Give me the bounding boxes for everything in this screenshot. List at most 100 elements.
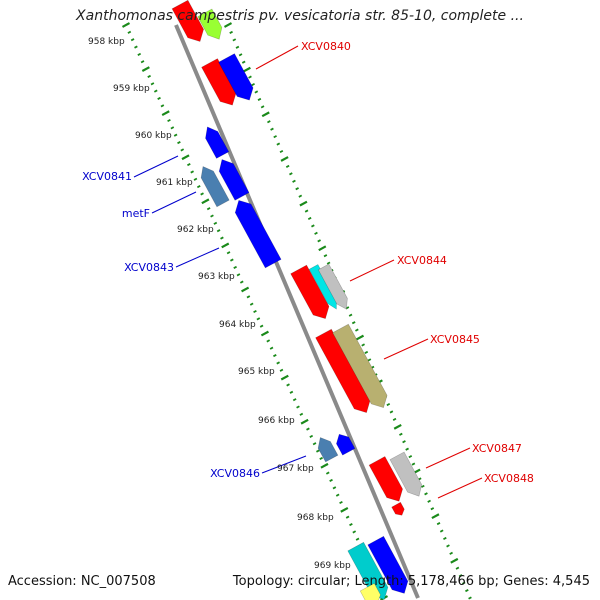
minor-tick xyxy=(220,236,224,240)
minor-tick xyxy=(364,350,369,354)
minor-tick xyxy=(160,104,165,108)
gene-xcv0845-red[interactable] xyxy=(315,328,371,413)
minor-tick xyxy=(213,221,218,225)
minor-tick xyxy=(348,313,353,317)
minor-tick xyxy=(352,530,357,534)
minor-tick xyxy=(309,434,314,438)
minor-tick xyxy=(276,361,280,365)
gene-xcv0844-red[interactable] xyxy=(290,264,330,319)
kbp-label: 965 kbp xyxy=(238,367,275,377)
major-tick xyxy=(280,374,289,381)
major-tick xyxy=(431,513,440,520)
leader-xcv0843 xyxy=(175,247,220,268)
minor-tick xyxy=(295,187,299,191)
minor-tick xyxy=(319,456,323,460)
minor-tick xyxy=(216,229,221,233)
kbp-label: 960 kbp xyxy=(135,131,172,141)
minor-tick xyxy=(311,224,315,228)
gene-xcv0844-gray[interactable] xyxy=(317,263,348,310)
minor-tick xyxy=(299,412,304,416)
major-tick xyxy=(300,418,309,425)
gene-label-xcv0844[interactable]: XCV0844 xyxy=(397,254,447,267)
gene-label-xcv0840[interactable]: XCV0840 xyxy=(301,40,351,53)
minor-tick xyxy=(246,295,251,299)
minor-tick xyxy=(196,185,201,189)
gene-xcv0848[interactable] xyxy=(391,501,405,516)
minor-tick xyxy=(249,302,254,306)
gene-xcv0843[interactable] xyxy=(234,200,282,269)
gene-label-xcv0847[interactable]: XCV0847 xyxy=(472,442,522,455)
kbp-label: 962 kbp xyxy=(177,225,214,235)
minor-tick xyxy=(367,358,372,362)
minor-tick xyxy=(229,30,233,34)
gene-label-xcv0843[interactable]: XCV0843 xyxy=(124,261,174,274)
minor-tick xyxy=(285,164,290,168)
minor-tick xyxy=(298,194,303,198)
gene-forward-blue[interactable] xyxy=(218,53,254,101)
minor-tick xyxy=(177,140,181,145)
minor-tick xyxy=(436,522,441,526)
leader-xcv0848 xyxy=(437,477,483,499)
minor-tick xyxy=(137,52,142,56)
gene-label-xcv0845[interactable]: XCV0845 xyxy=(430,333,480,346)
gene-metf[interactable] xyxy=(218,159,250,201)
kbp-label: 963 kbp xyxy=(198,272,235,282)
major-tick xyxy=(221,242,230,249)
gene-xcv0847-gray[interactable] xyxy=(389,451,423,497)
minor-tick xyxy=(465,589,469,593)
minor-tick xyxy=(140,60,145,64)
gene-xcv0841[interactable] xyxy=(200,166,230,208)
minor-tick xyxy=(239,280,244,284)
gene-forward-top[interactable] xyxy=(171,0,204,42)
gene-xcv0840[interactable] xyxy=(201,58,237,106)
minor-tick xyxy=(210,214,214,218)
minor-tick xyxy=(317,239,321,243)
kbp-label: 967 kbp xyxy=(277,464,314,474)
minor-tick xyxy=(314,231,318,235)
minor-tick xyxy=(276,142,281,146)
minor-tick xyxy=(316,449,320,453)
gene-label-xcv0841[interactable]: XCV0841 xyxy=(82,170,132,183)
major-tick xyxy=(450,557,459,564)
minor-tick xyxy=(455,566,460,570)
minor-tick xyxy=(349,522,353,527)
gene-label-xcv0848[interactable]: XCV0848 xyxy=(484,472,534,485)
gene-forward-bottom-blue[interactable] xyxy=(367,535,409,594)
minor-tick xyxy=(439,529,444,533)
gene-reverse-small[interactable] xyxy=(205,126,230,159)
kbp-label: 959 kbp xyxy=(113,84,150,94)
backbone xyxy=(174,24,420,599)
gene-xcv0845[interactable] xyxy=(332,323,388,408)
gene-forward-top-green[interactable] xyxy=(197,8,223,40)
minor-tick xyxy=(253,309,257,314)
minor-tick xyxy=(273,354,277,358)
gene-xcv0846[interactable] xyxy=(317,437,339,463)
major-tick xyxy=(340,506,349,513)
major-tick xyxy=(161,110,170,117)
gene-reverse-small-2[interactable] xyxy=(336,433,356,456)
minor-tick xyxy=(259,324,264,328)
minor-tick xyxy=(251,82,255,87)
gene-label-metf[interactable]: metF xyxy=(122,207,150,220)
gene-label-xcv0846[interactable]: XCV0846 xyxy=(210,467,260,480)
kbp-label: 961 kbp xyxy=(156,178,193,188)
minor-tick xyxy=(269,346,274,350)
minor-tick xyxy=(157,96,161,101)
major-tick xyxy=(393,423,402,430)
minor-tick xyxy=(325,471,330,475)
minor-tick xyxy=(335,493,340,497)
gene-xcv0847[interactable] xyxy=(368,456,403,502)
minor-tick xyxy=(392,417,397,421)
minor-tick xyxy=(355,328,359,332)
minor-tick xyxy=(233,265,237,269)
minor-tick xyxy=(292,179,296,183)
kbp-label: 966 kbp xyxy=(258,416,295,426)
minor-tick xyxy=(323,254,328,258)
minor-tick xyxy=(170,126,175,130)
minor-tick xyxy=(270,127,274,131)
minor-tick xyxy=(180,148,185,152)
major-tick xyxy=(181,154,190,161)
gene-xcv0844-cyan[interactable] xyxy=(308,264,337,310)
summary-text: Topology: circular; Length: 5,178,466 bp… xyxy=(232,574,590,589)
